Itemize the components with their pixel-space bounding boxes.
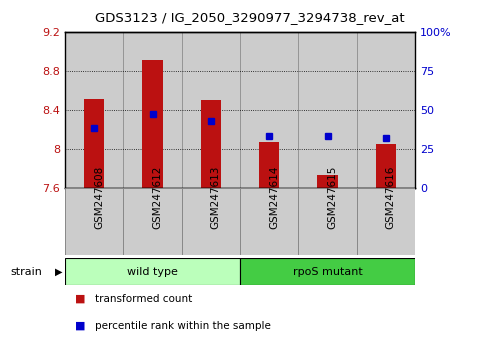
Text: rpoS mutant: rpoS mutant xyxy=(292,267,362,277)
Bar xyxy=(240,32,298,188)
Text: GSM247612: GSM247612 xyxy=(152,166,162,229)
Text: strain: strain xyxy=(10,267,42,277)
Text: ■: ■ xyxy=(75,294,86,304)
Bar xyxy=(376,144,396,188)
Bar xyxy=(298,32,356,188)
Bar xyxy=(142,60,163,188)
Bar xyxy=(259,142,280,188)
Text: GDS3123 / IG_2050_3290977_3294738_rev_at: GDS3123 / IG_2050_3290977_3294738_rev_at xyxy=(95,11,405,24)
Bar xyxy=(84,99,104,188)
Bar xyxy=(65,188,124,255)
Bar xyxy=(124,32,182,188)
Text: ■: ■ xyxy=(75,321,86,331)
Text: wild type: wild type xyxy=(127,267,178,277)
Text: percentile rank within the sample: percentile rank within the sample xyxy=(95,321,271,331)
Bar xyxy=(200,100,221,188)
Bar xyxy=(182,188,240,255)
Bar xyxy=(65,32,124,188)
Bar xyxy=(240,258,415,285)
Text: GSM247613: GSM247613 xyxy=(211,166,221,229)
Text: GSM247608: GSM247608 xyxy=(94,166,104,229)
Bar xyxy=(240,188,298,255)
Text: GSM247615: GSM247615 xyxy=(328,166,338,229)
Bar xyxy=(65,258,240,285)
Bar xyxy=(182,32,240,188)
Bar xyxy=(356,188,415,255)
Text: GSM247616: GSM247616 xyxy=(386,166,396,229)
Bar xyxy=(318,175,338,188)
Bar xyxy=(298,188,356,255)
Bar xyxy=(356,32,415,188)
Bar xyxy=(124,188,182,255)
Text: transformed count: transformed count xyxy=(95,294,192,304)
Text: GSM247614: GSM247614 xyxy=(269,166,279,229)
Text: ▶: ▶ xyxy=(55,267,62,277)
